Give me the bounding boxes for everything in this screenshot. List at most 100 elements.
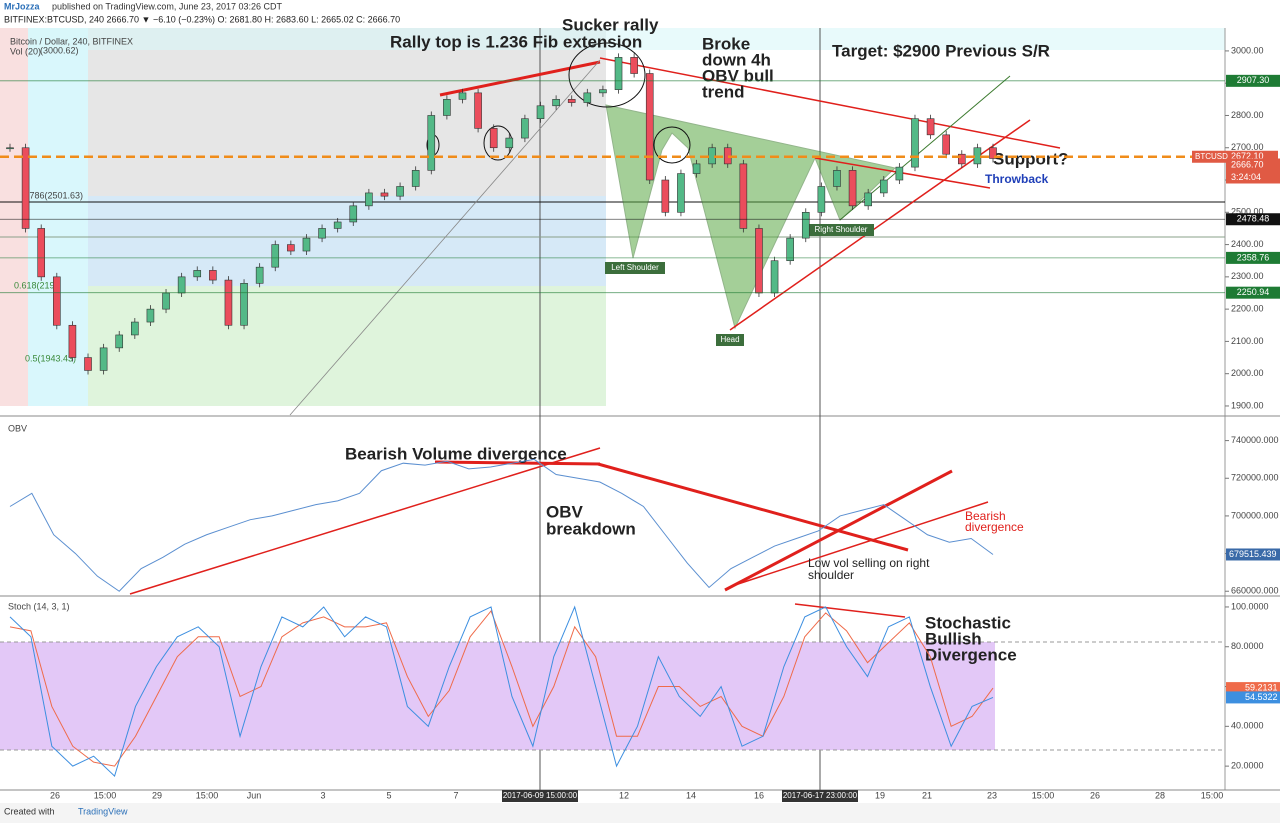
candle	[255, 266, 264, 284]
fib-zone	[28, 28, 88, 406]
candle	[536, 105, 545, 119]
pane-title: Stoch (14, 3, 1)	[8, 601, 70, 611]
candle	[489, 128, 498, 149]
candle	[443, 99, 451, 116]
level-tag	[1226, 251, 1280, 264]
y-tick-label: 2400.00	[1231, 239, 1264, 249]
annotation: trend	[702, 82, 745, 101]
price-label: 2672.10	[1231, 151, 1264, 161]
candle	[567, 99, 576, 103]
trend-line	[794, 603, 906, 618]
candle	[68, 324, 77, 358]
level-label: 2907.30	[1237, 75, 1270, 85]
candle	[333, 221, 342, 229]
candle	[926, 118, 935, 136]
candle	[209, 270, 217, 281]
x-tick-label: 26	[1090, 790, 1100, 800]
last-tag	[1226, 158, 1280, 172]
x-tick-label: 19	[875, 790, 885, 800]
candle	[193, 270, 202, 278]
candle	[365, 192, 373, 207]
trend-line	[439, 60, 601, 97]
obv-last: 679515.439	[1229, 549, 1277, 559]
annotation: down 4h	[702, 50, 771, 69]
obv-line	[9, 458, 994, 592]
candle	[302, 237, 311, 252]
level-label: 2250.94	[1237, 287, 1270, 297]
fib-zone	[88, 286, 606, 406]
candle	[287, 244, 295, 252]
candle	[989, 147, 997, 159]
level-tag	[1226, 286, 1280, 299]
stoch-k-line	[9, 605, 994, 777]
annotation: Sucker rally	[562, 15, 659, 34]
header-bar	[0, 0, 1280, 28]
candle	[224, 279, 233, 326]
y-tick-label: 20.0000	[1231, 760, 1264, 770]
candle	[21, 147, 30, 229]
annotation: shoulder	[808, 568, 854, 582]
annotation: breakdown	[546, 519, 636, 538]
y-tick-label: 2200.00	[1231, 304, 1264, 314]
candle	[817, 186, 826, 213]
symbol-label: BTCUSD	[1195, 152, 1228, 161]
candle	[521, 118, 529, 139]
candle	[240, 283, 248, 326]
candle	[645, 73, 654, 181]
crosshair-tag	[782, 790, 858, 802]
annotation: Bearish Volume divergence	[345, 444, 567, 463]
y-tick-label: 3000.00	[1231, 45, 1264, 55]
x-tick-label: 15:00	[1032, 790, 1055, 800]
annotation: Broke	[702, 34, 750, 53]
candle	[599, 89, 607, 94]
candle	[146, 308, 155, 323]
circle-mark	[653, 126, 691, 164]
x-tick-label: 16	[754, 790, 764, 800]
annotation: Target: $2900 Previous S/R	[832, 41, 1050, 60]
annotation: Rally top is 1.236 Fib extension	[390, 32, 642, 51]
label-box	[808, 224, 874, 236]
volume-label: Vol (20)	[10, 46, 41, 56]
last-label: 2666.70	[1231, 159, 1264, 169]
candle	[396, 186, 404, 197]
author[interactable]: MrJozza	[4, 1, 41, 11]
candle	[318, 228, 326, 239]
candle	[692, 163, 701, 174]
level-label: 2358.76	[1237, 252, 1270, 262]
candle	[53, 276, 61, 326]
circle-mark	[568, 42, 646, 108]
stoch-last: 54.5322	[1245, 692, 1278, 702]
y-tick-label: 2700.00	[1231, 142, 1264, 152]
footer-brand[interactable]: TradingView	[78, 806, 128, 816]
candle	[895, 166, 904, 181]
candle	[177, 276, 186, 294]
x-tick-label: Jun	[247, 790, 262, 800]
candle	[131, 321, 139, 336]
candle	[630, 57, 638, 74]
candle	[677, 173, 685, 213]
y-tick-label: 2800.00	[1231, 110, 1264, 120]
y-tick-label: 2000.00	[1231, 368, 1264, 378]
y-tick-label: 2100.00	[1231, 336, 1264, 346]
fib-label: 0.618(2192	[14, 280, 60, 290]
fib-label: (3000.62)	[40, 45, 79, 55]
crosshair-label: 2017-06-17 23:00:00	[783, 791, 858, 800]
x-tick-label: 12	[619, 790, 629, 800]
candle	[942, 134, 950, 155]
trend-line	[129, 447, 601, 595]
pane-title: OBV	[8, 423, 27, 433]
trend-line	[289, 59, 601, 416]
x-tick-label: 15:00	[196, 790, 219, 800]
stoch-d-line	[9, 609, 994, 767]
candle	[427, 115, 436, 171]
trend-line	[597, 462, 909, 552]
candle	[349, 205, 358, 223]
trend-line	[599, 57, 1061, 149]
y-tick-label: 40.0000	[1231, 721, 1264, 731]
y-tick-label: 740000.000	[1231, 435, 1279, 445]
candle	[37, 228, 46, 278]
stoch-last: 59.2131	[1245, 682, 1278, 692]
candle	[162, 292, 170, 310]
footer-bar	[0, 803, 1280, 823]
